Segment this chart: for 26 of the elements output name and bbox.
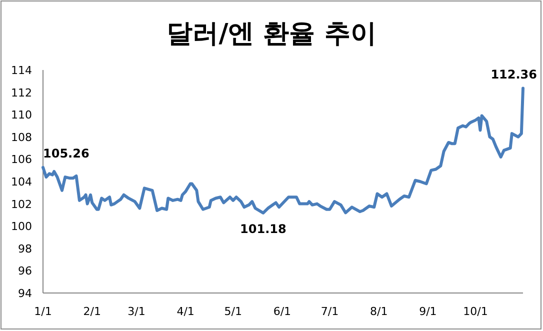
- y-tick-label: 106: [11, 153, 32, 166]
- y-tick-label: 114: [11, 64, 32, 77]
- line-series: [42, 86, 524, 214]
- x-tick-label: 3/1: [128, 305, 146, 318]
- y-tick-label: 98: [18, 242, 32, 256]
- y-tick-label: 100: [11, 220, 32, 234]
- y-tick-label: 108: [11, 130, 32, 144]
- y-tick-label: 102: [11, 198, 32, 211]
- y-tick-label: 104: [11, 176, 32, 188]
- annotation: 112.36: [490, 67, 537, 82]
- x-tick-label: 6/1: [273, 305, 292, 318]
- chart-title: 달러/엔 환율 추이: [166, 19, 376, 49]
- x-tick-label: 4/1: [176, 305, 194, 318]
- annotation: 105.26: [43, 146, 90, 160]
- y-tick-label: 94: [18, 287, 32, 300]
- x-tick-label: 8/1: [370, 305, 388, 318]
- x-tick-label: 7/1: [320, 305, 339, 318]
- x-tick-label: 1/1: [34, 305, 52, 318]
- x-tick-label: 2/1: [83, 305, 101, 318]
- x-tick-label: 10/1: [463, 305, 488, 318]
- annotation: 101.18: [240, 222, 286, 236]
- y-tick-label: 110: [11, 108, 32, 122]
- x-tick-label: 9/1: [419, 305, 437, 318]
- x-tick-label: 5/1: [224, 305, 242, 318]
- y-tick-label: 112: [11, 86, 32, 100]
- y-tick-label: 96: [18, 264, 32, 278]
